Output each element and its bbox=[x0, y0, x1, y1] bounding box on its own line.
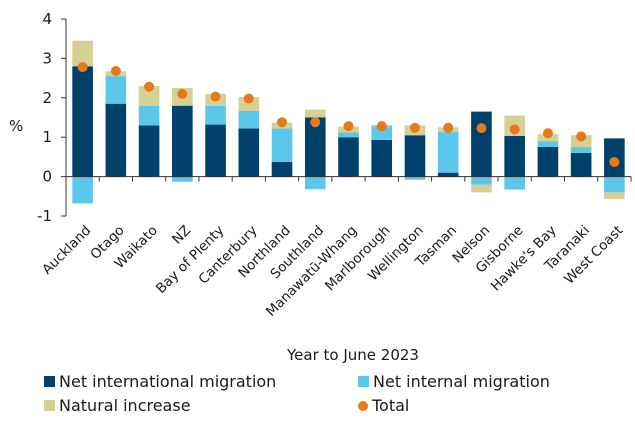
bar-net-international-migration-canterbury bbox=[238, 128, 260, 177]
total-point-southland bbox=[310, 117, 321, 128]
bar-net-internal-migration-west-coast bbox=[604, 176, 625, 193]
total-point-tasman bbox=[443, 122, 454, 133]
bar-net-international-migration-waikato bbox=[138, 125, 160, 177]
bar-natural-increase-west-coast bbox=[604, 192, 625, 200]
y-tick-label: 2 bbox=[42, 89, 52, 107]
y-tick-label: 1 bbox=[42, 128, 52, 146]
x-tick-label-nz: NZ bbox=[169, 223, 194, 248]
bar-net-international-migration-hawke-s-bay bbox=[537, 147, 559, 177]
legend-label-internal: Net internal migration bbox=[373, 372, 550, 391]
y-tick-label: 0 bbox=[42, 168, 52, 186]
bar-net-internal-migration-southland bbox=[304, 176, 326, 190]
total-point-wellington bbox=[409, 122, 420, 133]
legend-swatch-internal bbox=[358, 376, 369, 387]
bar-net-internal-migration-manawatu-whang bbox=[338, 132, 359, 138]
bar-net-international-migration-wellington bbox=[404, 135, 426, 177]
bar-net-internal-migration-tasman bbox=[437, 132, 459, 173]
total-point-canterbury bbox=[243, 93, 254, 104]
total-point-hawke-s-bay bbox=[542, 128, 553, 139]
legend-label-total: Total bbox=[372, 396, 410, 415]
y-tick-label: -1 bbox=[37, 207, 52, 225]
bar-natural-increase-auckland bbox=[72, 40, 93, 67]
bar-net-internal-migration-canterbury bbox=[238, 110, 260, 129]
bar-net-international-migration-tasman bbox=[437, 172, 459, 177]
legend-swatch-natural bbox=[44, 400, 55, 411]
bar-natural-increase-canterbury bbox=[238, 97, 260, 111]
legend-item-internal: Net internal migration bbox=[358, 372, 550, 391]
legend-swatch-international bbox=[44, 376, 55, 387]
legend-label-international: Net international migration bbox=[59, 372, 277, 391]
bar-net-internal-migration-gisborne bbox=[504, 176, 525, 190]
bar-net-international-migration-bay-of-plenty bbox=[205, 124, 226, 177]
legend-item-total: Total bbox=[358, 396, 409, 415]
bar-net-internal-migration-waikato bbox=[138, 105, 160, 126]
x-tick-label-auckland: Auckland bbox=[39, 223, 94, 278]
y-tick-label: 4 bbox=[42, 10, 52, 28]
total-point-otago bbox=[110, 66, 121, 77]
total-marker-layer bbox=[77, 62, 620, 168]
bar-net-internal-migration-otago bbox=[105, 76, 127, 104]
bar-layer bbox=[72, 40, 625, 204]
total-point-auckland bbox=[77, 62, 88, 73]
total-point-taranaki bbox=[576, 131, 587, 142]
bar-net-international-migration-taranaki bbox=[570, 152, 592, 177]
legend-dot-total bbox=[358, 400, 368, 411]
total-point-gisborne bbox=[509, 124, 520, 135]
bar-net-international-migration-nz bbox=[172, 105, 193, 177]
bar-net-international-migration-nelson bbox=[471, 111, 492, 177]
total-point-northland bbox=[277, 117, 288, 128]
bar-natural-increase-nelson bbox=[471, 184, 492, 193]
y-tick-label: 3 bbox=[42, 49, 52, 67]
total-point-west-coast bbox=[609, 157, 620, 168]
bar-net-internal-migration-nz bbox=[172, 176, 193, 182]
bar-net-international-migration-marlborough bbox=[371, 139, 393, 177]
bar-net-internal-migration-auckland bbox=[72, 176, 93, 204]
bar-net-internal-migration-nelson bbox=[471, 176, 492, 185]
bar-net-international-migration-manawatu-whang bbox=[338, 137, 359, 177]
bar-net-international-migration-gisborne bbox=[504, 136, 525, 177]
legend-label-natural: Natural increase bbox=[59, 396, 191, 415]
bar-natural-increase-waikato bbox=[138, 85, 160, 106]
bar-net-internal-migration-bay-of-plenty bbox=[205, 105, 226, 125]
bar-net-internal-migration-northland bbox=[271, 128, 293, 163]
bar-net-international-migration-otago bbox=[105, 103, 127, 177]
bar-net-internal-migration-hawke-s-bay bbox=[537, 141, 559, 148]
total-point-nz bbox=[177, 88, 188, 99]
total-point-bay-of-plenty bbox=[210, 91, 221, 102]
bar-natural-increase-southland bbox=[304, 109, 326, 118]
x-axis-title: Year to June 2023 bbox=[286, 346, 419, 364]
total-point-nelson bbox=[476, 123, 487, 134]
bar-net-internal-migration-wellington bbox=[404, 176, 426, 180]
bar-net-international-migration-northland bbox=[271, 162, 293, 177]
total-point-manawatu-whang bbox=[343, 121, 354, 132]
legend-item-natural: Natural increase bbox=[44, 396, 191, 415]
bar-net-international-migration-auckland bbox=[72, 66, 93, 177]
legend-item-international: Net international migration bbox=[44, 372, 276, 391]
bar-net-international-migration-southland bbox=[304, 117, 326, 177]
total-point-marlborough bbox=[376, 121, 387, 132]
total-point-waikato bbox=[144, 81, 155, 92]
bar-net-internal-migration-taranaki bbox=[570, 147, 592, 153]
y-axis-title: % bbox=[9, 117, 23, 135]
bar-net-internal-migration-marlborough bbox=[371, 126, 393, 140]
